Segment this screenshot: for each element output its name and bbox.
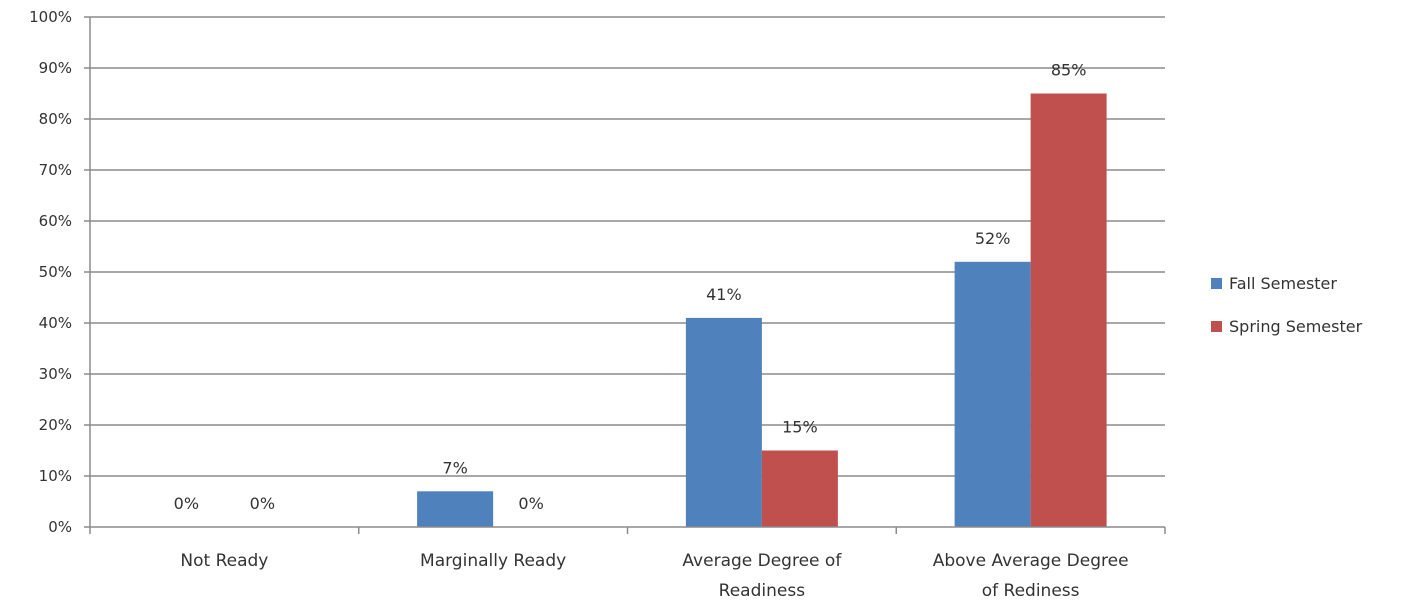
data-label: 7% <box>442 458 467 477</box>
data-label: 85% <box>1051 61 1087 80</box>
y-tick-label: 80% <box>39 110 72 128</box>
data-label: 41% <box>706 285 742 304</box>
data-label: 52% <box>975 229 1011 248</box>
bar-fall-semester <box>954 261 1031 527</box>
y-axis-ticks: 0% 10% 20% 30% 40% 50% 60% 70% 80% 90% 100% <box>29 8 72 536</box>
legend: Fall Semester Spring Semester <box>1211 274 1363 336</box>
y-tick-label: 60% <box>39 212 72 230</box>
bar-fall-semester <box>417 491 494 527</box>
legend-swatch <box>1211 278 1222 289</box>
category-label: of Rediness <box>982 581 1080 600</box>
category-label: Average Degree of <box>682 551 842 571</box>
data-label: 0% <box>174 494 199 513</box>
y-tick-label: 10% <box>39 467 72 485</box>
y-tick-label: 100% <box>29 8 72 26</box>
y-tick-label: 90% <box>39 59 72 77</box>
gridlines <box>84 16 1165 477</box>
bar-spring-semester <box>1030 93 1107 527</box>
category-label: Readiness <box>719 581 806 600</box>
legend-swatch <box>1211 321 1222 332</box>
data-label: 0% <box>518 494 543 513</box>
data-label: 0% <box>250 494 275 513</box>
category-label: Marginally Ready <box>420 551 566 571</box>
y-tick-label: 30% <box>39 365 72 383</box>
data-label: 15% <box>782 418 818 437</box>
category-labels: Not Ready Marginally Ready Average Degree … <box>180 551 1128 600</box>
bar-fall-semester <box>685 317 762 527</box>
x-axis <box>84 17 1166 534</box>
y-tick-label: 0% <box>48 518 72 536</box>
y-tick-label: 50% <box>39 263 72 281</box>
category-label: Above Average Degree <box>933 551 1129 571</box>
bar-spring-semester <box>761 450 838 527</box>
y-tick-label: 20% <box>39 416 72 434</box>
y-tick-label: 70% <box>39 161 72 179</box>
y-tick-label: 40% <box>39 314 72 332</box>
bars <box>417 93 1107 527</box>
category-label: Not Ready <box>180 551 268 571</box>
data-labels: 0% 7% 41% 52% 0% 0% 15% 85% <box>174 61 1087 514</box>
legend-label: Spring Semester <box>1229 317 1363 336</box>
legend-label: Fall Semester <box>1229 274 1337 293</box>
